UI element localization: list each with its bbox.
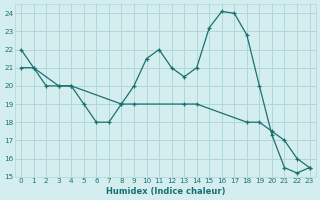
X-axis label: Humidex (Indice chaleur): Humidex (Indice chaleur): [106, 187, 225, 196]
